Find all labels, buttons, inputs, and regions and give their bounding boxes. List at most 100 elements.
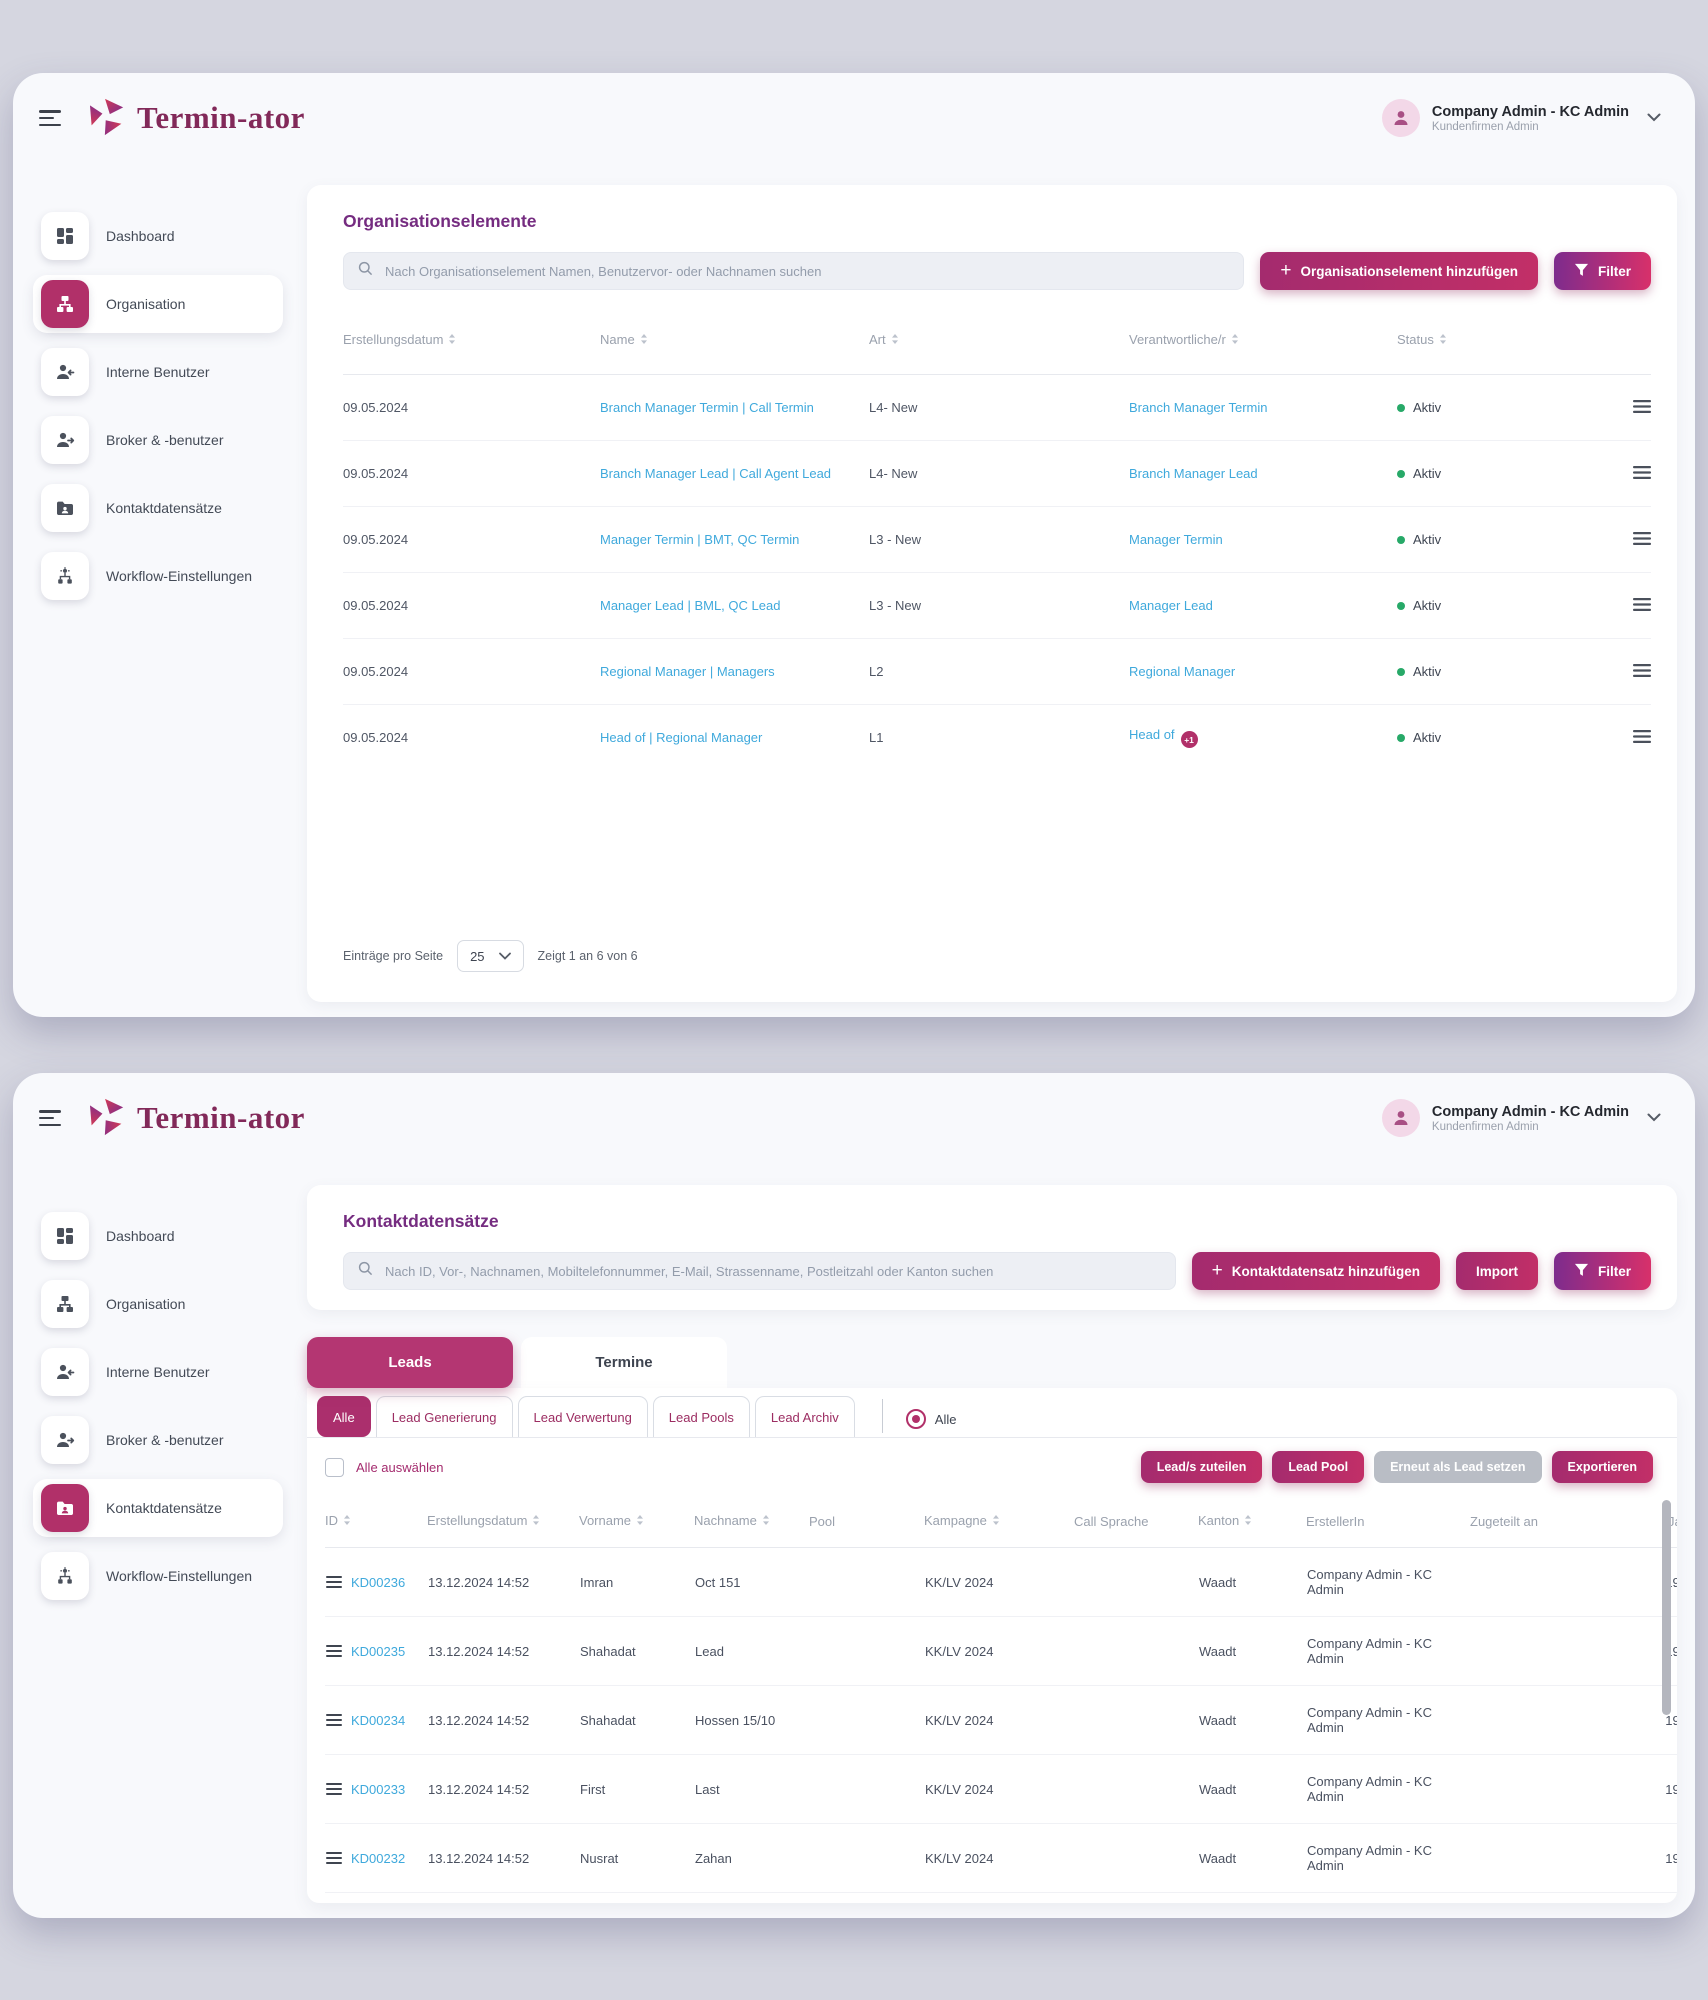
user-menu[interactable]: Company Admin - KC Admin Kundenfirmen Ad…	[1381, 1099, 1661, 1137]
lead-id-link[interactable]: KD00232	[351, 1850, 406, 1866]
filter-button[interactable]: Filter	[1553, 252, 1651, 290]
assign-leads-button[interactable]: Lead/s zuteilen	[1140, 1451, 1263, 1483]
search-input[interactable]	[383, 262, 1230, 280]
vertical-scrollbar[interactable]	[1662, 1500, 1671, 1715]
col-art[interactable]: Art	[869, 332, 1129, 375]
table-row: 09.05.2024 Branch Manager Lead | Call Ag…	[343, 440, 1651, 507]
org-element-link[interactable]: Manager Termin | BMT, QC Termin	[600, 532, 800, 547]
export-button[interactable]: Exportieren	[1551, 1451, 1653, 1483]
col-erstellungsdatum[interactable]: Erstellungsdatum	[427, 1499, 579, 1548]
row-menu-icon[interactable]	[326, 1714, 342, 1726]
more-count-badge[interactable]: +1	[1180, 731, 1198, 749]
add-kontaktdatensatz-button[interactable]: + Kontaktdatensatz hinzufügen	[1191, 1252, 1440, 1290]
row-menu-icon[interactable]	[326, 1645, 342, 1657]
lead-subtabs: Alle Lead Generierung Lead Verwertung Le…	[307, 1388, 1677, 1438]
sidebar-item-broker[interactable]: Broker & -benutzer	[33, 411, 283, 469]
cell-kanton: Waadt	[1198, 1754, 1306, 1824]
org-element-link[interactable]: Manager Lead | BML, QC Lead	[600, 598, 781, 613]
sidebar-item-workflow[interactable]: Workflow-Einstellungen	[33, 1547, 283, 1605]
subtab-alle[interactable]: Alle	[317, 1396, 371, 1437]
cell-erstellerin: Company Admin - KC Admin	[1306, 1685, 1470, 1755]
sidebar-item-organisation[interactable]: Organisation	[33, 275, 283, 333]
search-input[interactable]	[383, 1262, 1161, 1280]
menu-icon[interactable]	[39, 110, 63, 126]
folder-user-icon	[41, 484, 89, 532]
row-menu-icon[interactable]	[1633, 399, 1651, 413]
row-menu-icon[interactable]	[1633, 597, 1651, 611]
import-button[interactable]: Import	[1455, 1252, 1538, 1290]
cell-id: KD00233	[325, 1754, 427, 1824]
sidebar-item-kontaktdatensaetze[interactable]: Kontaktdatensätze	[33, 479, 283, 537]
row-menu-icon[interactable]	[1633, 465, 1651, 479]
window-organisation: Termin-ator Company Admin - KC Admin Kun…	[13, 73, 1695, 1017]
responsible-link[interactable]: Regional Manager	[1129, 664, 1236, 679]
row-menu-icon[interactable]	[1633, 663, 1651, 677]
col-erstellungsdatum[interactable]: Erstellungsdatum	[343, 332, 600, 375]
lead-id-link[interactable]: KD00236	[351, 1574, 406, 1590]
subtab-lead-archiv[interactable]: Lead Archiv	[754, 1396, 855, 1437]
responsible-link[interactable]: Branch Manager Termin	[1129, 400, 1268, 415]
org-element-link[interactable]: Regional Manager | Managers	[600, 664, 775, 679]
chevron-down-icon[interactable]	[1647, 109, 1661, 127]
cell-art: L4- New	[869, 374, 1129, 441]
sidebar-item-kontaktdatensaetze[interactable]: Kontaktdatensätze	[33, 1479, 283, 1537]
sidebar-item-interne-benutzer[interactable]: Interne Benutzer	[33, 343, 283, 401]
cell-pool	[809, 1823, 924, 1893]
subtab-lead-verwertung[interactable]: Lead Verwertung	[517, 1396, 648, 1437]
org-element-link[interactable]: Branch Manager Lead | Call Agent Lead	[600, 466, 832, 481]
tab-leads[interactable]: Leads	[307, 1337, 513, 1388]
menu-icon[interactable]	[39, 1110, 63, 1126]
status-dot	[1397, 535, 1405, 544]
user-menu[interactable]: Company Admin - KC Admin Kundenfirmen Ad…	[1381, 99, 1661, 137]
tab-termine[interactable]: Termine	[521, 1337, 727, 1388]
sort-icon	[891, 333, 899, 348]
sidebar-item-dashboard[interactable]: Dashboard	[33, 1207, 283, 1265]
lead-id-link[interactable]: KD00235	[351, 1643, 406, 1659]
responsible-link[interactable]: Manager Termin	[1129, 532, 1223, 547]
showing-label: Zeigt 1 an 6 von 6	[537, 949, 638, 963]
sidebar-item-organisation[interactable]: Organisation	[33, 1275, 283, 1333]
chevron-down-icon[interactable]	[1647, 1109, 1661, 1127]
sidebar-item-broker[interactable]: Broker & -benutzer	[33, 1411, 283, 1469]
folder-user-icon	[41, 1484, 89, 1532]
row-menu-icon[interactable]	[326, 1783, 342, 1795]
cell-date: 09.05.2024	[343, 572, 600, 639]
sidebar-item-interne-benutzer[interactable]: Interne Benutzer	[33, 1343, 283, 1401]
cell-erstellerin: Company Admin - KC Admin	[1306, 1616, 1470, 1686]
responsible-link[interactable]: Head of	[1129, 726, 1175, 742]
row-menu-icon[interactable]	[1633, 531, 1651, 545]
col-id[interactable]: ID	[325, 1499, 427, 1548]
col-name[interactable]: Name	[600, 332, 869, 375]
col-verantwortliche[interactable]: Verantwortliche/r	[1129, 332, 1397, 375]
row-menu-icon[interactable]	[326, 1576, 342, 1588]
cell-art: L3 - New	[869, 506, 1129, 573]
subtab-lead-pools[interactable]: Lead Pools	[652, 1396, 750, 1437]
org-element-link[interactable]: Head of | Regional Manager	[600, 730, 763, 745]
sidebar-item-dashboard[interactable]: Dashboard	[33, 207, 283, 265]
lead-id-link[interactable]: KD00234	[351, 1712, 406, 1728]
col-kanton[interactable]: Kanton	[1198, 1499, 1306, 1548]
search-box	[343, 252, 1245, 290]
app-logo[interactable]: Termin-ator	[85, 1095, 305, 1142]
col-nachname[interactable]: Nachname	[694, 1499, 809, 1548]
responsible-link[interactable]: Branch Manager Lead	[1129, 466, 1258, 481]
cell-vorname: Shahadat	[579, 1616, 694, 1686]
responsible-link[interactable]: Manager Lead	[1129, 598, 1213, 613]
lead-id-link[interactable]: KD00233	[351, 1781, 406, 1797]
org-element-link[interactable]: Branch Manager Termin | Call Termin	[600, 400, 814, 415]
app-logo[interactable]: Termin-ator	[85, 95, 305, 142]
sidebar: Dashboard Organisation Interne Benutzer	[13, 1157, 297, 1615]
filter-button[interactable]: Filter	[1553, 1252, 1651, 1290]
per-page-select[interactable]: 25	[457, 940, 524, 972]
col-kampagne[interactable]: Kampagne	[924, 1499, 1074, 1548]
select-all-checkbox[interactable]	[325, 1457, 344, 1477]
radio-alle[interactable]: Alle	[905, 1409, 956, 1429]
col-vorname[interactable]: Vorname	[579, 1499, 694, 1548]
row-menu-icon[interactable]	[1633, 729, 1651, 743]
row-menu-icon[interactable]	[326, 1852, 342, 1864]
lead-pool-button[interactable]: Lead Pool	[1272, 1451, 1365, 1483]
subtab-lead-generierung[interactable]: Lead Generierung	[375, 1396, 513, 1437]
sidebar-item-workflow[interactable]: Workflow-Einstellungen	[33, 547, 283, 605]
add-organisationselement-button[interactable]: + Organisationselement hinzufügen	[1260, 252, 1538, 290]
col-status[interactable]: Status	[1397, 332, 1633, 375]
